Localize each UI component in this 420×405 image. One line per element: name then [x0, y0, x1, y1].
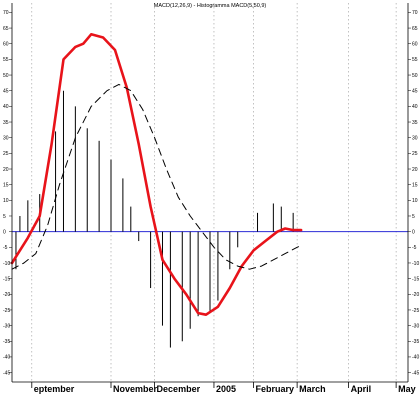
- x-tick-label: eptember: [34, 384, 75, 394]
- y-tick-label-right: 70: [412, 10, 418, 16]
- y-tick-label-right: 45: [412, 89, 418, 95]
- y-tick-label-right: 40: [412, 104, 418, 110]
- x-tick-label: February: [256, 384, 295, 394]
- y-tick-label-right: -40: [412, 355, 419, 361]
- y-tick-label-left: -10: [3, 261, 10, 267]
- y-tick-label-left: 30: [3, 135, 9, 141]
- y-tick-label-left: -35: [3, 339, 10, 345]
- y-tick-label-left: -15: [3, 276, 10, 282]
- y-tick-label-right: -5: [412, 245, 417, 251]
- y-tick-label-left: 20: [3, 167, 9, 173]
- y-tick-label-right: 15: [412, 182, 418, 188]
- y-tick-label-right: 55: [412, 57, 418, 63]
- y-tick-label-left: -40: [3, 355, 10, 361]
- y-tick-label-right: -20: [412, 292, 419, 298]
- y-tick-label-right: 50: [412, 73, 418, 79]
- x-tick-label: May: [398, 384, 416, 394]
- y-tick-label-left: 0: [3, 229, 6, 235]
- y-tick-label-left: 70: [3, 10, 9, 16]
- y-tick-label-right: 60: [412, 42, 418, 48]
- y-tick-label-right: 0: [412, 229, 415, 235]
- y-tick-label-left: 10: [3, 198, 9, 204]
- signal-line: [11, 83, 302, 270]
- y-tick-label-left: 50: [3, 73, 9, 79]
- y-tick-label-right: 20: [412, 167, 418, 173]
- y-tick-label-right: -25: [412, 308, 419, 314]
- x-tick-label: November: [113, 384, 158, 394]
- x-tick-label: December: [157, 384, 201, 394]
- x-tick-label: April: [351, 384, 372, 394]
- y-tick-label-right: 5: [412, 214, 415, 220]
- y-tick-label-right: -30: [412, 323, 419, 329]
- y-tick-label-left: -20: [3, 292, 10, 298]
- y-tick-label-right: 35: [412, 120, 418, 126]
- y-tick-label-right: -15: [412, 276, 419, 282]
- y-tick-label-right: 30: [412, 135, 418, 141]
- y-tick-label-right: 10: [412, 198, 418, 204]
- macd-line: [10, 33, 303, 316]
- y-tick-label-left: 65: [3, 26, 9, 32]
- y-tick-label-left: -5: [3, 245, 8, 251]
- y-tick-label-left: 60: [3, 42, 9, 48]
- y-tick-label-left: 45: [3, 89, 9, 95]
- y-tick-label-right: -10: [412, 261, 419, 267]
- y-tick-label-right: 65: [412, 26, 418, 32]
- x-tick-label: March: [299, 384, 326, 394]
- y-tick-label-left: 15: [3, 182, 9, 188]
- y-tick-label-left: -45: [3, 370, 10, 376]
- y-tick-label-left: 55: [3, 57, 9, 63]
- y-tick-label-left: 5: [3, 214, 6, 220]
- y-tick-label-left: -30: [3, 323, 10, 329]
- y-tick-label-right: -45: [412, 370, 419, 376]
- chart-title: MACD(12,26,9) - Histogramma MACD(5,50,9): [154, 3, 267, 9]
- x-tick-label: 2005: [216, 384, 236, 394]
- y-tick-label-left: 35: [3, 120, 9, 126]
- y-tick-label-left: 25: [3, 151, 9, 157]
- y-tick-label-right: -35: [412, 339, 419, 345]
- y-tick-label-left: 40: [3, 104, 9, 110]
- y-tick-label-right: 25: [412, 151, 418, 157]
- y-tick-label-left: -25: [3, 308, 10, 314]
